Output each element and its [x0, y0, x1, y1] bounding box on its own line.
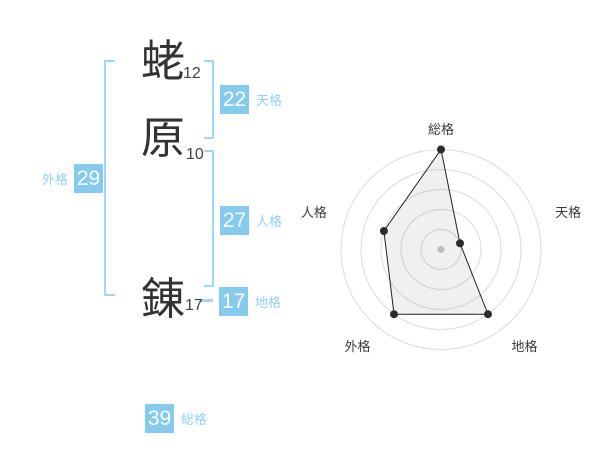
radar-data-point	[456, 239, 464, 248]
chikaku-grid: 17 地格	[219, 287, 281, 316]
radar-grid-ring	[380, 189, 502, 310]
radar-data-polygon	[383, 148, 489, 315]
jinkaku-value-badge: 27	[220, 206, 249, 235]
radar-grid-ring	[420, 229, 462, 270]
stroke-count-2: 10	[186, 146, 204, 163]
radar-data-point	[379, 227, 388, 235]
tenkaku-value-badge: 22	[220, 85, 249, 114]
gaikaku-bracket	[104, 60, 115, 296]
radar-axis-label: 地格	[512, 339, 538, 354]
radar-data-point	[390, 310, 398, 319]
jinkaku-bracket	[204, 150, 214, 287]
gaikaku-grid: 外格 29	[42, 164, 104, 193]
radar-chart-container: 総格天格地格 外格 人格	[300, 118, 585, 358]
name-char-1: 蛯	[141, 36, 185, 87]
stroke-count-1: 12	[183, 65, 201, 82]
radar-data-point	[484, 310, 492, 319]
soukaku-label: 総格	[181, 412, 208, 427]
radar-axis-label: 外格	[344, 339, 370, 354]
radar-axis-label: 天格	[555, 205, 581, 220]
tenkaku-grid: 22 天格	[220, 85, 282, 114]
tenkaku-bracket	[204, 60, 214, 139]
radar-axis-label: 人格	[301, 205, 327, 220]
radar-grid-ring	[400, 209, 482, 290]
jinkaku-label: 人格	[256, 214, 283, 229]
chikaku-value-badge: 17	[219, 287, 248, 316]
name-char-3: 錬	[141, 274, 185, 325]
radar-axis-label: 総格	[428, 122, 454, 137]
gaikaku-value-badge: 29	[74, 164, 104, 193]
jinkaku-grid: 27 人格	[220, 206, 282, 235]
radar-data-point	[437, 145, 445, 154]
chikaku-label: 地格	[255, 295, 282, 310]
stroke-count-3: 17	[185, 297, 203, 314]
soukaku-value-badge: 39	[145, 404, 174, 433]
radar-grid-ring	[360, 169, 522, 330]
soukaku-grid: 39 総格	[145, 404, 207, 433]
name-char-2: 原	[141, 113, 185, 164]
tenkaku-label: 天格	[256, 93, 283, 108]
chikaku-connector-line	[199, 299, 213, 302]
gaikaku-label: 外格	[42, 172, 69, 187]
radar-center-dot	[437, 246, 445, 253]
